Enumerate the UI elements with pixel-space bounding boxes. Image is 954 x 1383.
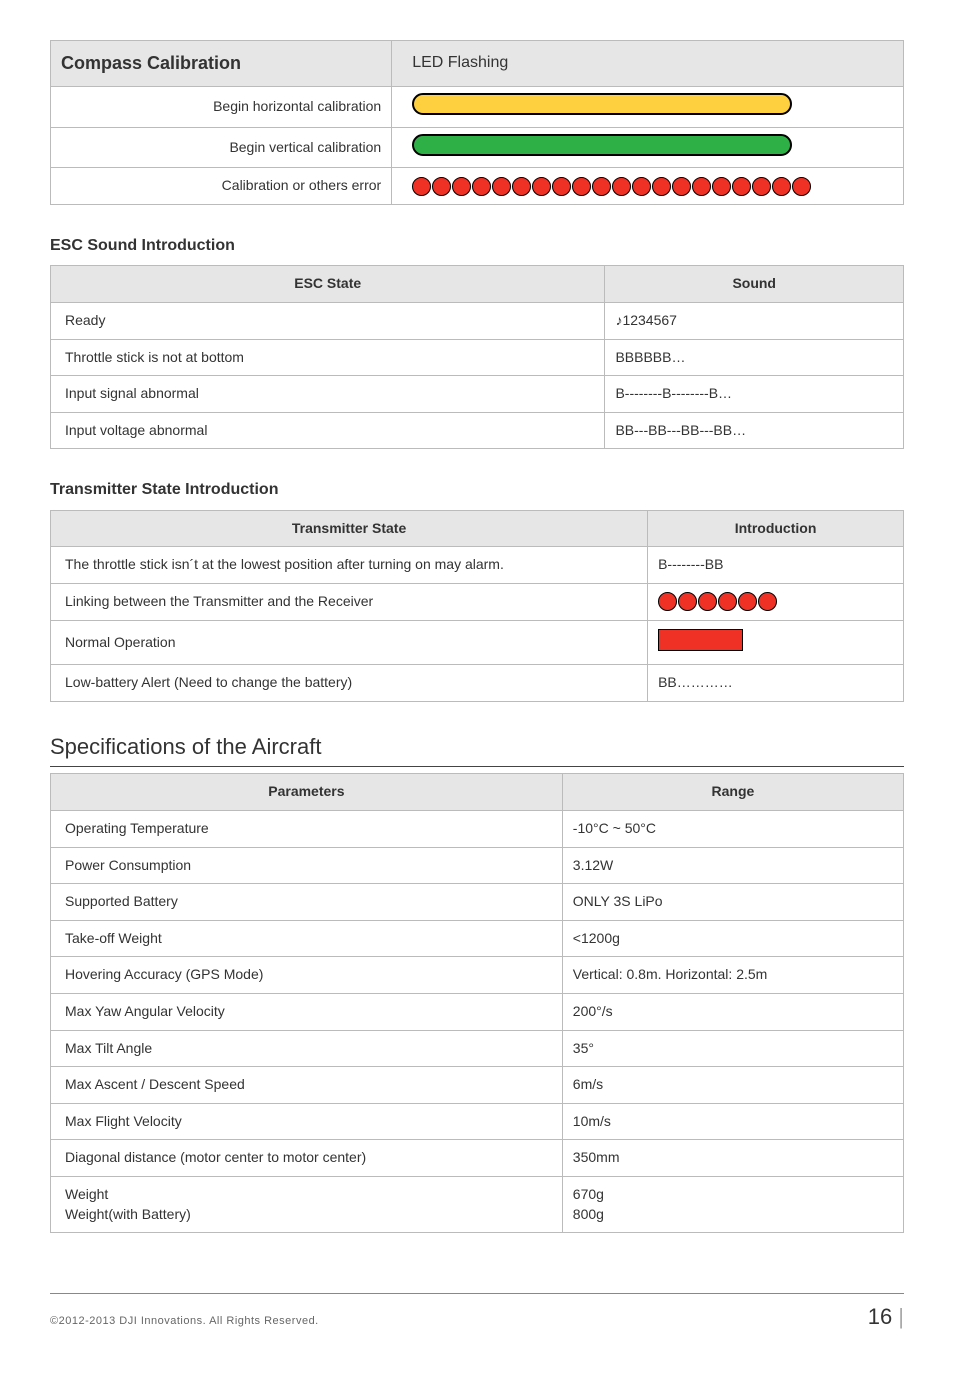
table-cell: Diagonal distance (motor center to motor… [51,1140,563,1177]
spec-body: Operating Temperature-10°C ~ 50°CPower C… [51,811,904,1233]
transmitter-body: The throttle stick isn´t at the lowest p… [51,547,904,701]
transmitter-header-state: Transmitter State [51,510,648,547]
table-cell: Input signal abnormal [51,376,605,413]
table-cell: Linking between the Transmitter and the … [51,583,648,620]
table-cell: Ready [51,302,605,339]
table-cell: ♪1234567 [605,302,904,339]
table-cell: Vertical: 0.8m. Horizontal: 2.5m [562,957,903,994]
transmitter-header-intro: Introduction [648,510,904,547]
page-footer: ©2012-2013 DJI Innovations. All Rights R… [50,1293,904,1333]
compass-row-led [392,127,904,168]
compass-calibration-table: Compass Calibration LED Flashing Begin h… [50,40,904,205]
table-cell: Max Yaw Angular Velocity [51,994,563,1031]
table-cell: Throttle stick is not at bottom [51,339,605,376]
compass-row-label: Begin horizontal calibration [51,87,392,128]
table-cell: BB………… [648,665,904,702]
table-cell: Weight Weight(with Battery) [51,1177,563,1233]
spec-heading: Specifications of the Aircraft [50,732,904,768]
spec-table: Parameters Range Operating Temperature-1… [50,773,904,1233]
table-cell: Take-off Weight [51,920,563,957]
compass-row-led [392,168,904,205]
led-square-icon [658,629,743,651]
esc-header-state: ESC State [51,266,605,303]
table-cell: 6m/s [562,1067,903,1104]
page-number: 16| [868,1302,904,1333]
compass-body: Begin horizontal calibrationBegin vertic… [51,87,904,205]
table-cell: BBBBBB… [605,339,904,376]
table-cell: B--------B--------B… [605,376,904,413]
transmitter-table: Transmitter State Introduction The throt… [50,510,904,702]
led-capsule-icon [412,134,792,156]
table-cell: 10m/s [562,1103,903,1140]
table-cell: 670g 800g [562,1177,903,1233]
table-cell: Power Consumption [51,847,563,884]
table-cell: Normal Operation [51,620,648,665]
table-cell: Supported Battery [51,884,563,921]
compass-header-left: Compass Calibration [51,41,392,87]
transmitter-heading: Transmitter State Introduction [50,479,904,501]
led-dots-icon [412,177,883,196]
table-cell: -10°C ~ 50°C [562,811,903,848]
compass-row-label: Calibration or others error [51,168,392,205]
table-cell [648,620,904,665]
esc-header-sound: Sound [605,266,904,303]
compass-row-label: Begin vertical calibration [51,127,392,168]
compass-row-led [392,87,904,128]
esc-heading: ESC Sound Introduction [50,235,904,257]
table-cell: Max Tilt Angle [51,1030,563,1067]
led-capsule-icon [412,93,792,115]
table-cell: Max Flight Velocity [51,1103,563,1140]
table-cell: B--------BB [648,547,904,584]
spec-header-range: Range [562,774,903,811]
table-cell [648,583,904,620]
spec-header-param: Parameters [51,774,563,811]
table-cell: BB---BB---BB---BB… [605,412,904,449]
table-cell: Hovering Accuracy (GPS Mode) [51,957,563,994]
table-cell: The throttle stick isn´t at the lowest p… [51,547,648,584]
table-cell: Input voltage abnormal [51,412,605,449]
table-cell: <1200g [562,920,903,957]
table-cell: 200°/s [562,994,903,1031]
table-cell: Low-battery Alert (Need to change the ba… [51,665,648,702]
compass-header-right: LED Flashing [392,41,904,87]
table-cell: 35° [562,1030,903,1067]
copyright-text: ©2012-2013 DJI Innovations. All Rights R… [50,1314,319,1329]
esc-sound-table: ESC State Sound Ready♪1234567Throttle st… [50,265,904,449]
esc-body: Ready♪1234567Throttle stick is not at bo… [51,302,904,448]
led-dots-icon [658,592,893,611]
table-cell: 350mm [562,1140,903,1177]
table-cell: 3.12W [562,847,903,884]
table-cell: Operating Temperature [51,811,563,848]
table-cell: ONLY 3S LiPo [562,884,903,921]
table-cell: Max Ascent / Descent Speed [51,1067,563,1104]
